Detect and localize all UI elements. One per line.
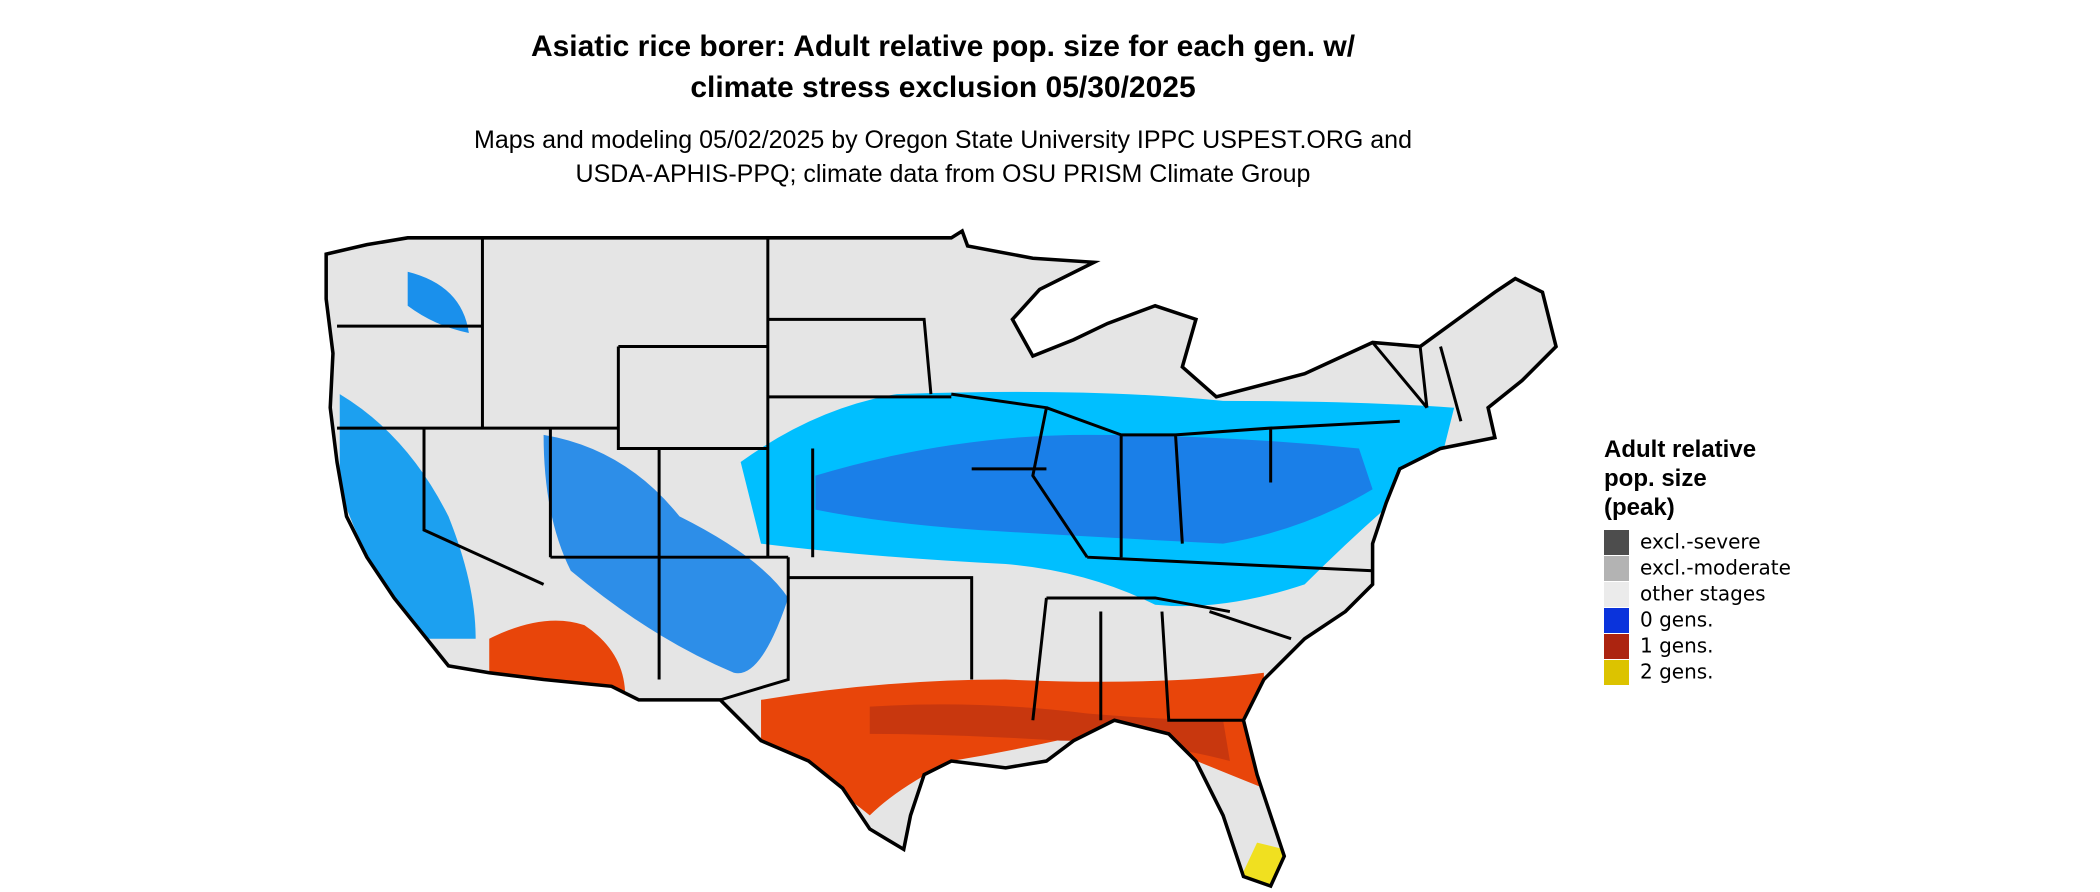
pop-regions	[339, 271, 1455, 887]
region-blue	[815, 434, 1373, 544]
region-blue	[339, 394, 476, 639]
map	[324, 229, 1558, 888]
subtitle-line: Maps and modeling 05/02/2025 by Oregon S…	[474, 126, 1412, 154]
region-dark-red	[869, 704, 1230, 762]
legend-swatch	[1604, 660, 1629, 685]
legend-label: 0 gens.	[1640, 608, 1714, 632]
legend-swatch	[1604, 530, 1629, 555]
legend: Adult relative pop. size (peak) excl.-se…	[1604, 436, 1791, 685]
legend-swatch	[1604, 608, 1629, 633]
title-line: climate stress exclusion 05/30/2025	[690, 71, 1195, 104]
state-lines	[324, 229, 1558, 888]
legend-label: excl.-moderate	[1640, 556, 1791, 580]
region-blue	[543, 434, 789, 674]
legend-swatch	[1604, 582, 1629, 607]
legend-title: (peak)	[1604, 494, 1675, 521]
legend-label: 1 gens.	[1640, 634, 1714, 658]
legend-label: excl.-severe	[1640, 530, 1761, 554]
legend-swatch	[1604, 556, 1629, 581]
legend-swatch	[1604, 634, 1629, 659]
legend-label: other stages	[1640, 582, 1766, 606]
legend-title: Adult relative	[1604, 436, 1756, 463]
legend-title: pop. size	[1604, 465, 1707, 492]
region-red	[489, 620, 626, 696]
subtitle-line: USDA-APHIS-PPQ; climate data from OSU PR…	[576, 160, 1311, 188]
region-blue	[407, 271, 469, 333]
legend-label: 2 gens.	[1640, 660, 1714, 684]
title-line: Asiatic rice borer: Adult relative pop. …	[531, 30, 1356, 63]
